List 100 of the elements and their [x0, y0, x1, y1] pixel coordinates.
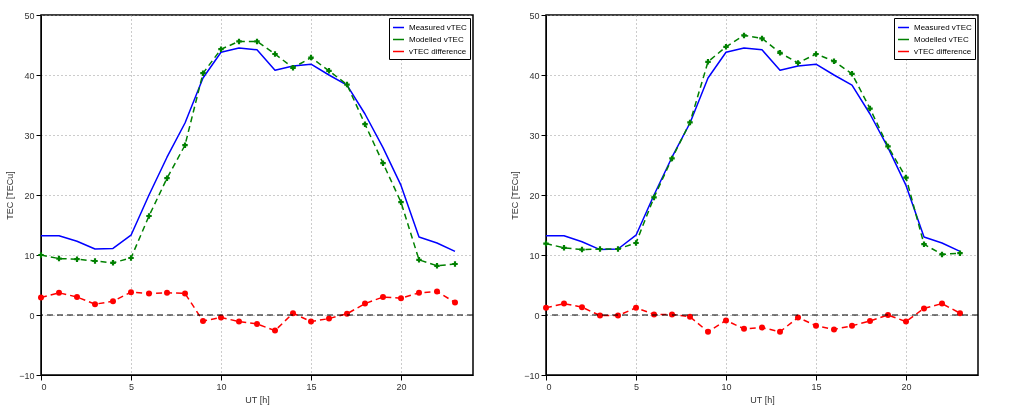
- point: [669, 155, 675, 162]
- point: [795, 60, 801, 66]
- point: [759, 35, 765, 42]
- point: [308, 318, 314, 325]
- point: [74, 294, 80, 300]
- point: [741, 325, 747, 332]
- point: [903, 174, 909, 181]
- point: [957, 310, 963, 317]
- point: [74, 256, 80, 262]
- y-tick-label: 0: [534, 310, 540, 321]
- point: [579, 246, 585, 253]
- point: [434, 288, 440, 295]
- point: [56, 289, 62, 296]
- point: [326, 68, 332, 74]
- point: [939, 251, 945, 258]
- x-tick-label: 20: [396, 381, 407, 392]
- point: [849, 322, 855, 329]
- legend-label: Modelled vTEC: [409, 34, 464, 44]
- point: [146, 213, 152, 219]
- point: [777, 50, 783, 56]
- y-tick-label: −10: [524, 370, 540, 381]
- point: [723, 44, 729, 50]
- point: [543, 304, 549, 311]
- point: [380, 160, 386, 166]
- point: [561, 300, 567, 307]
- point: [831, 58, 837, 64]
- point: [164, 175, 170, 181]
- point: [92, 258, 98, 264]
- point: [416, 289, 422, 296]
- point: [290, 65, 296, 71]
- legend-label: vTEC difference: [914, 46, 972, 56]
- point: [200, 318, 206, 324]
- point: [723, 317, 729, 324]
- point: [579, 304, 585, 311]
- point: [308, 54, 314, 61]
- y-tick-label: 30: [529, 130, 540, 141]
- y-tick-label: 10: [529, 250, 540, 261]
- point: [434, 263, 440, 269]
- y-tick-label: 20: [24, 190, 35, 201]
- point: [38, 294, 44, 301]
- x-axis-title: UT [h]: [750, 394, 775, 405]
- y-tick-label: 40: [529, 70, 540, 81]
- legend-label: Measured vTEC: [409, 22, 468, 32]
- point: [813, 51, 819, 57]
- x-tick-label: 0: [546, 381, 552, 392]
- x-tick-label: 15: [306, 381, 317, 392]
- point: [813, 322, 819, 329]
- legend-label: Modelled vTEC: [914, 34, 969, 44]
- point: [633, 304, 639, 311]
- y-tick-label: −10: [19, 370, 35, 381]
- point: [56, 255, 62, 262]
- point: [182, 142, 188, 148]
- point: [236, 38, 242, 45]
- y-axis-title: TEC [TECu]: [5, 171, 16, 220]
- point: [236, 318, 242, 325]
- point: [633, 240, 639, 246]
- point: [705, 328, 711, 335]
- point: [272, 51, 278, 57]
- x-tick-label: 5: [633, 381, 640, 392]
- point: [687, 119, 693, 126]
- point: [218, 46, 224, 52]
- point: [597, 246, 603, 252]
- x-tick-label: 15: [811, 381, 822, 392]
- point: [182, 290, 188, 297]
- point: [200, 70, 206, 76]
- point: [128, 255, 134, 261]
- y-tick-label: 10: [24, 250, 35, 261]
- legend-label: vTEC difference: [409, 46, 467, 56]
- y-tick-label: 50: [529, 10, 540, 21]
- point: [254, 321, 260, 327]
- y-tick-label: 0: [29, 310, 35, 321]
- point: [272, 327, 278, 334]
- y-tick-label: 30: [24, 130, 35, 141]
- x-tick-label: 10: [721, 381, 732, 392]
- point: [326, 315, 332, 322]
- point: [741, 32, 747, 39]
- point: [903, 318, 909, 325]
- point: [543, 240, 549, 247]
- point: [957, 250, 963, 256]
- y-tick-label: 50: [24, 10, 35, 21]
- point: [651, 194, 657, 201]
- point: [867, 318, 873, 324]
- x-tick-label: 10: [216, 381, 227, 392]
- x-tick-label: 20: [901, 381, 912, 392]
- point: [92, 301, 98, 308]
- x-tick-label: 5: [128, 381, 135, 392]
- point: [921, 241, 927, 247]
- point: [561, 245, 567, 251]
- legend-label: Measured vTEC: [914, 22, 973, 32]
- point: [110, 260, 116, 266]
- point: [939, 300, 945, 307]
- point: [687, 313, 693, 320]
- point: [128, 289, 134, 296]
- point: [398, 199, 404, 205]
- point: [452, 299, 458, 306]
- point: [867, 105, 873, 112]
- y-tick-label: 20: [529, 190, 540, 201]
- point: [362, 300, 368, 307]
- point: [362, 121, 368, 127]
- point: [615, 246, 621, 252]
